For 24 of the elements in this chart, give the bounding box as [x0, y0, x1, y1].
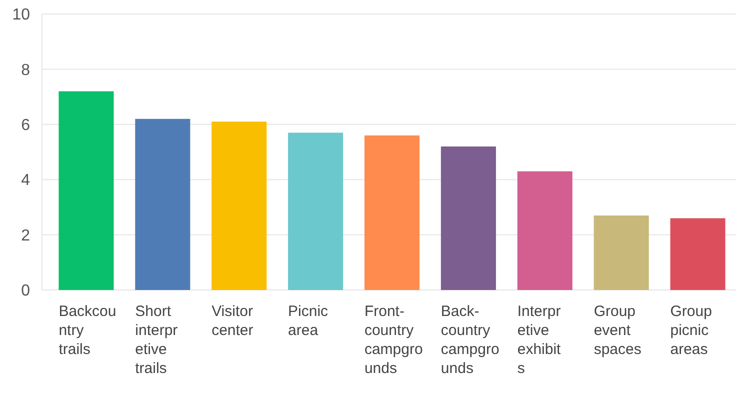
y-tick-label: 10	[12, 6, 30, 24]
y-tick-label: 8	[21, 62, 30, 79]
bar	[594, 215, 649, 290]
x-tick-label: Front-country campgrounds	[364, 303, 423, 377]
y-tick-label: 2	[21, 227, 30, 244]
y-tick-label: 4	[21, 172, 30, 190]
bar	[58, 91, 114, 290]
bar	[364, 135, 420, 290]
y-tick-label: 0	[21, 282, 30, 300]
x-tick-label: Group event spaces	[594, 303, 642, 358]
bar	[212, 122, 267, 290]
x-tick-label: Visitor center	[212, 303, 254, 339]
x-tick-label: Picnic area	[288, 303, 329, 339]
x-tick-label: Short interpretive trails	[135, 303, 178, 377]
bar	[517, 171, 572, 290]
x-tick-label: Interpretive exhibits	[517, 303, 562, 377]
y-tick-label: 6	[21, 117, 30, 134]
bar	[440, 146, 496, 290]
bar	[135, 118, 190, 290]
bar	[670, 218, 726, 290]
bar	[288, 132, 344, 290]
x-tick-label: Group picnic areas	[670, 303, 712, 358]
x-tick-label: Back-country campgrounds	[440, 303, 500, 377]
x-tick-label: Backcountry trails	[58, 303, 116, 358]
